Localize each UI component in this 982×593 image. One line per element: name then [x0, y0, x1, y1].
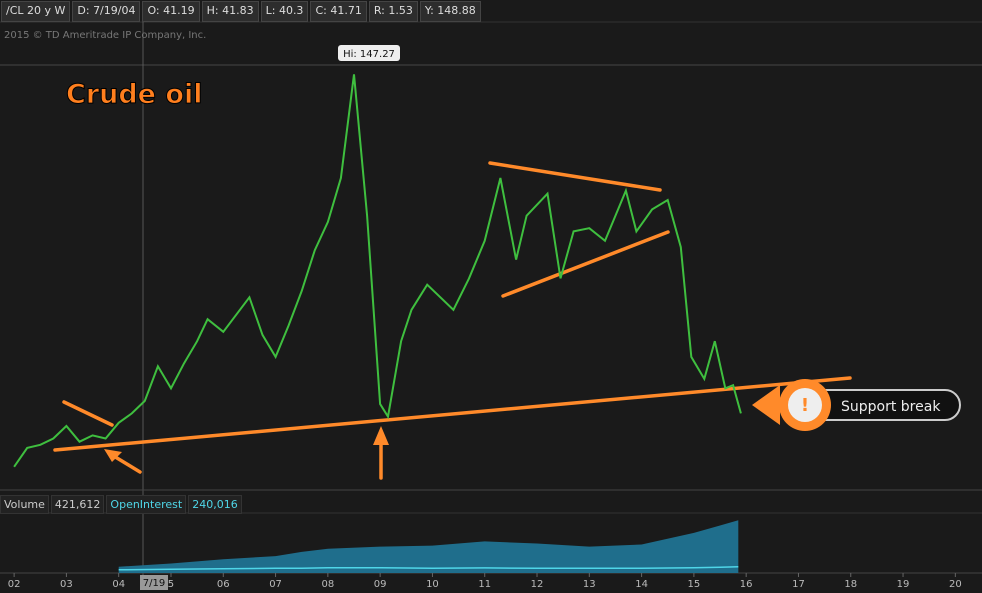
field: L: 40.3 [260, 1, 309, 22]
volume-value: 421,612 [50, 495, 105, 514]
field: O: 41.19 [142, 1, 200, 22]
x-tick-label: 11 [478, 579, 491, 590]
x-tick-label: 17 [792, 579, 805, 590]
x-tick-label: 14 [635, 579, 648, 590]
field: R: 1.53 [368, 1, 418, 22]
high-label: Hi: 147.27 [343, 49, 395, 60]
field: C: 41.71 [310, 1, 367, 22]
field: D: 7/19/04 [72, 1, 141, 22]
price-line [13, 74, 742, 468]
high-label-box [338, 45, 400, 61]
x-tick-label: 06 [217, 579, 230, 590]
x-tick-label: 09 [374, 579, 387, 590]
x-tick-label: 02 [8, 579, 21, 590]
x-tick-label: 20 [949, 579, 962, 590]
oi-label: OpenInterest [106, 495, 187, 514]
x-tick-label: 04 [112, 579, 125, 590]
annotations [53, 161, 852, 480]
x-tick-label: 03 [60, 579, 73, 590]
header: /CL 20 y W D: 7/19/04 O: 41.19 H: 41.83 … [0, 0, 481, 22]
volume-label: Volume [0, 495, 49, 514]
x-tick-label: 15 [688, 579, 701, 590]
symbol[interactable]: /CL 20 y W [1, 1, 71, 22]
volume-header: Volume 421,612 OpenInterest 240,016 [0, 495, 242, 514]
x-tick-label: 12 [531, 579, 544, 590]
field: Y: 148.88 [419, 1, 481, 22]
x-tick-label: 08 [321, 579, 334, 590]
open-interest-line [118, 565, 739, 571]
oi-value: 240,016 [188, 495, 242, 514]
volume-area [118, 520, 739, 573]
x-tick-label: 5 [168, 579, 174, 590]
cursor-label: 7/19 [143, 578, 165, 589]
x-tick-label: 18 [844, 579, 857, 590]
cursor-box [140, 575, 168, 590]
field: H: 41.83 [201, 1, 259, 22]
x-tick-label: 10 [426, 579, 439, 590]
break-label: Support break [841, 399, 941, 415]
copyright: 2015 © TD Ameritrade IP Company, Inc. [4, 30, 206, 41]
svg-text:!: ! [801, 395, 809, 416]
x-tick-label: 13 [583, 579, 596, 590]
x-tick-label: 16 [740, 579, 753, 590]
x-tick-label: 19 [897, 579, 910, 590]
x-tick-label: 07 [269, 579, 282, 590]
chart-title: Crude oil [66, 79, 202, 110]
